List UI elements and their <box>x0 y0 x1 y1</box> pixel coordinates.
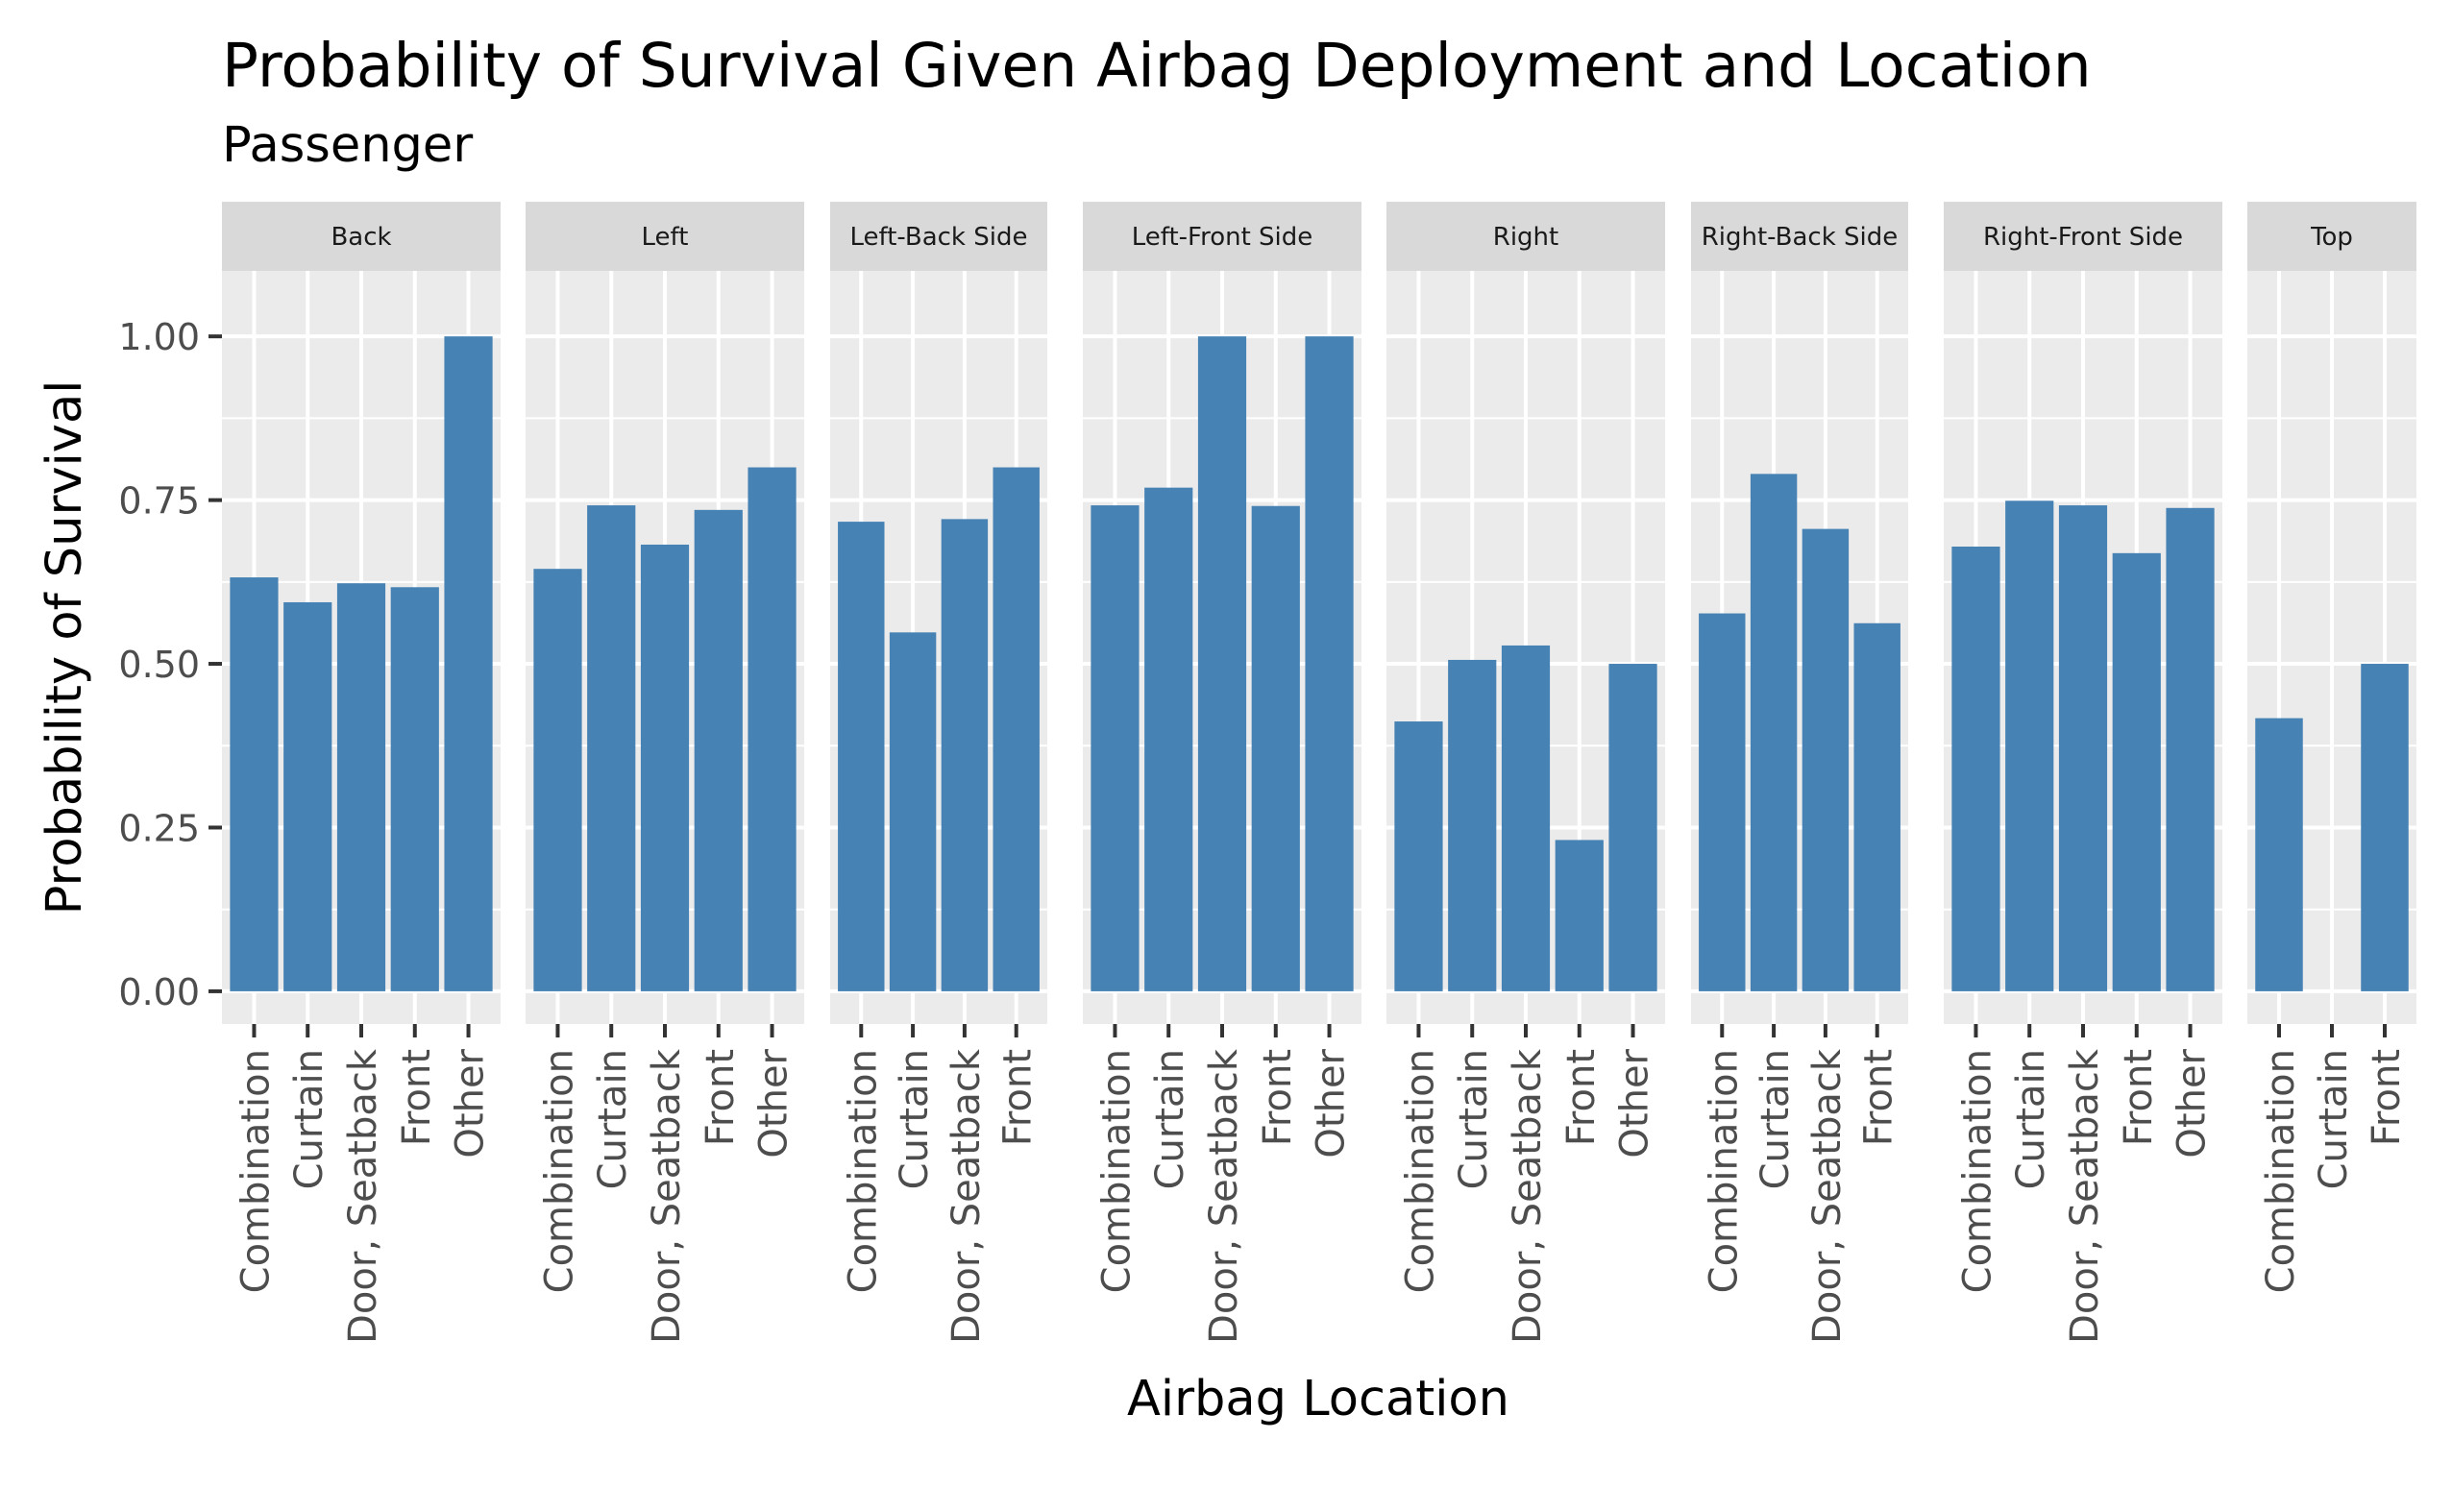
bar <box>1144 487 1193 991</box>
x-tick-label: Other <box>1613 1048 1657 1158</box>
y-tick-label: 0.75 <box>118 480 200 523</box>
x-tick-label: Door, Seatback <box>645 1048 689 1344</box>
facet-strip <box>1386 202 1665 271</box>
x-tick-label: Curtain <box>2009 1049 2053 1189</box>
x-tick-label: Front <box>699 1049 743 1146</box>
bar <box>1802 528 1850 991</box>
bar <box>640 544 690 991</box>
bar <box>444 336 493 991</box>
bar <box>889 632 937 991</box>
bar <box>2255 718 2303 991</box>
bar <box>1305 336 1354 991</box>
facet-strip <box>222 202 501 271</box>
x-tick-label: Front <box>395 1049 439 1146</box>
bar <box>336 583 386 991</box>
x-tick-label: Combination <box>233 1049 278 1293</box>
x-tick-label: Front <box>1256 1049 1300 1146</box>
bar <box>283 601 332 991</box>
bar <box>2112 552 2161 991</box>
facet-strip <box>830 202 1047 271</box>
x-tick-label: Curtain <box>1452 1049 1496 1189</box>
bar <box>390 587 439 991</box>
chart-subtitle: Passenger <box>222 117 474 174</box>
x-tick-label: Combination <box>1094 1049 1139 1293</box>
x-tick-label: Curtain <box>591 1049 635 1189</box>
x-tick-label: Other <box>1310 1048 1354 1158</box>
bar <box>1951 547 2000 991</box>
chart-title: Probability of Survival Given Airbag Dep… <box>222 31 2092 101</box>
x-tick-label: Door, Seatback <box>2063 1048 2107 1344</box>
bar <box>2058 505 2108 991</box>
bar <box>993 467 1040 991</box>
facet-strip <box>526 202 804 271</box>
x-tick-label: Front <box>1857 1049 1901 1146</box>
bar <box>1394 721 1443 991</box>
y-tick-label: 0.00 <box>118 971 200 1013</box>
facet-strip <box>1691 202 1908 271</box>
facet-label: Right-Back Side <box>1702 223 1899 252</box>
x-tick-label: Door, Seatback <box>944 1048 989 1344</box>
y-tick-label: 0.25 <box>118 807 200 849</box>
bar <box>941 519 989 991</box>
x-tick-label: Combination <box>537 1049 581 1293</box>
x-tick-label: Curtain <box>1753 1049 1798 1189</box>
x-tick-label: Door, Seatback <box>1202 1048 1246 1344</box>
facet-strip <box>1083 202 1361 271</box>
facet-label: Left-Back Side <box>850 223 1028 252</box>
facet-strip <box>1944 202 2222 271</box>
facet-label: Right-Front Side <box>1983 223 2183 252</box>
bar <box>1091 505 1140 991</box>
x-tick-label: Curtain <box>287 1049 331 1189</box>
facet-label: Left <box>642 223 689 252</box>
x-tick-label: Door, Seatback <box>341 1048 385 1344</box>
x-tick-label: Front <box>996 1049 1041 1146</box>
x-tick-label: Other <box>2170 1048 2215 1158</box>
facet-strip <box>2247 202 2416 271</box>
bar <box>2361 664 2409 991</box>
x-tick-label: Other <box>449 1048 493 1158</box>
bar <box>2005 500 2054 991</box>
x-tick-label: Front <box>2117 1049 2161 1146</box>
x-tick-label: Combination <box>1955 1049 1999 1293</box>
y-tick-label: 1.00 <box>118 316 200 358</box>
facet-label: Left-Front Side <box>1132 223 1313 252</box>
x-tick-label: Door, Seatback <box>1506 1048 1550 1344</box>
x-tick-label: Curtain <box>893 1049 937 1189</box>
bar <box>2166 507 2215 991</box>
x-tick-label: Combination <box>2259 1049 2303 1293</box>
bar <box>1608 664 1657 991</box>
bar <box>1853 622 1900 991</box>
bar <box>838 522 885 991</box>
bar <box>1251 505 1300 991</box>
x-tick-label: Curtain <box>1148 1049 1192 1189</box>
facet-label: Back <box>331 223 391 252</box>
bar <box>1197 336 1247 991</box>
bar <box>694 509 743 991</box>
x-tick-label: Combination <box>1702 1049 1746 1293</box>
bar <box>230 577 279 991</box>
x-tick-label: Other <box>752 1048 797 1158</box>
bar <box>1750 474 1798 991</box>
bar <box>587 505 636 991</box>
bar <box>748 467 797 991</box>
x-tick-label: Front <box>2365 1049 2409 1146</box>
x-tick-label: Curtain <box>2312 1049 2356 1189</box>
bar <box>1448 659 1497 991</box>
x-tick-label: Combination <box>841 1049 885 1293</box>
x-axis-title: Airbag Location <box>1127 1371 1509 1427</box>
y-axis-title: Probability of Survival <box>37 380 93 915</box>
bar <box>533 569 582 991</box>
facet-label: Top <box>2310 223 2353 252</box>
facet-label: Right <box>1493 223 1558 252</box>
bar <box>1501 645 1551 991</box>
x-tick-label: Combination <box>1398 1049 1442 1293</box>
x-tick-label: Front <box>1559 1049 1604 1146</box>
bar <box>1699 613 1746 991</box>
bar <box>1555 840 1604 991</box>
y-tick-label: 0.50 <box>118 644 200 686</box>
x-tick-label: Door, Seatback <box>1805 1048 1850 1344</box>
